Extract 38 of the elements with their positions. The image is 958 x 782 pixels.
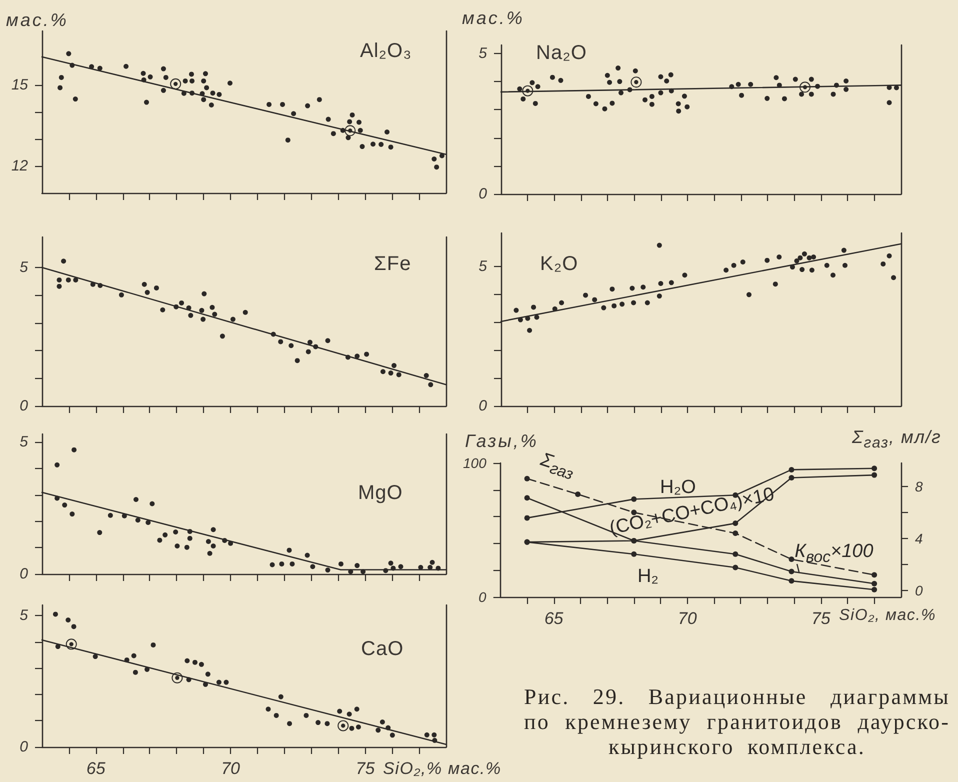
series-label: H₂: [637, 566, 659, 588]
y-tick-label: 0: [20, 398, 29, 414]
y-tick-label: 15: [11, 76, 29, 94]
x-tick-label: 75: [811, 609, 831, 628]
y-tick-label: 5: [20, 258, 29, 276]
y-axis-title: мас.%: [462, 8, 524, 29]
text: Рис. 29. Вариационные диаграммы по кремнезему гранитоидов даурско-кыринского комплекса.: [524, 684, 950, 759]
x-tick-label: 65: [86, 759, 106, 778]
y-axis-title: Газы,%: [465, 431, 538, 452]
y-tick-label: 0: [20, 566, 29, 582]
y-tick-label: 0: [20, 738, 29, 756]
chart-title: Na₂O: [536, 42, 587, 65]
y-tick-label: 0: [478, 398, 488, 414]
y-axis-title: мас.%: [6, 10, 68, 31]
y2-tick-label: 8: [915, 478, 923, 494]
y-tick-label: 5: [20, 607, 29, 624]
text: MgO: [358, 482, 403, 505]
text: K₂O: [540, 253, 578, 276]
y2-tick-label: 0: [915, 582, 923, 598]
y-tick-label: 0: [478, 589, 487, 605]
y-tick-label: 5: [20, 433, 29, 450]
x-axis-title: SiO₂, мас.%: [839, 607, 936, 626]
x-tick-label: 70: [221, 759, 241, 778]
x-axis-title: SiO₂,% мас.%: [383, 759, 502, 779]
chart-title: Al₂O₃: [360, 40, 412, 63]
y-tick-label: 5: [478, 258, 488, 275]
y-tick-label: 0: [478, 186, 488, 202]
text: ΣFe: [374, 253, 412, 276]
x-tick-label: 70: [678, 609, 698, 628]
y-tick-label: 12: [11, 158, 29, 174]
series-label: К$_{вос}$×100: [794, 541, 874, 567]
x-tick-label: 65: [544, 609, 564, 628]
text: CaO: [361, 638, 404, 661]
y-tick-label: 5: [478, 44, 488, 62]
y-tick-label: 100: [463, 455, 487, 471]
y2-tick-label: 4: [915, 530, 923, 546]
x-tick-label: 75: [356, 759, 376, 778]
y2-axis-title: Σ$_{газ}$, мл/г: [852, 427, 942, 452]
